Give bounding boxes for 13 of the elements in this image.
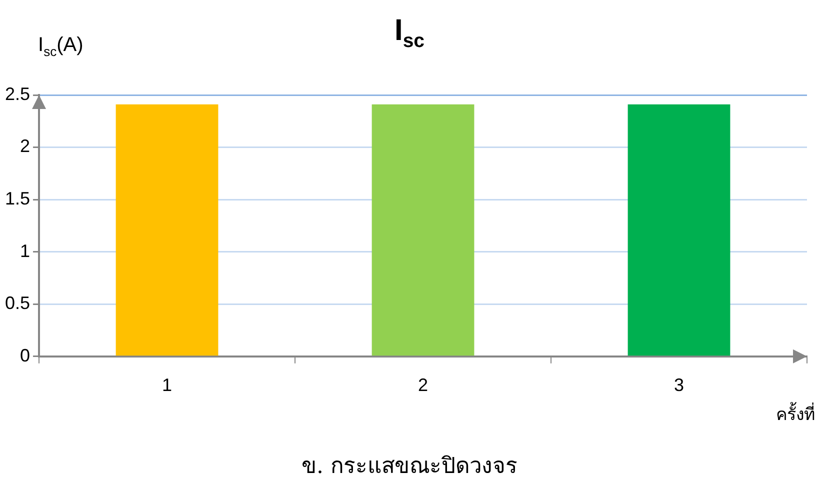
y-tick-label: 1: [20, 240, 30, 261]
x-tick-label: 3: [674, 375, 684, 396]
chart-title: I$_{sc}$: [394, 14, 425, 52]
y-tick-label: 2.5: [4, 84, 30, 104]
x-axis-title: ครั้งที่: [776, 401, 815, 427]
y-tick-label: 2: [20, 136, 30, 156]
x-tick-label: 2: [418, 375, 428, 396]
x-tick-label: 1: [162, 375, 172, 396]
y-tick-label: 0: [20, 345, 30, 366]
y-axis-title: I$_{sc}$(A): [38, 34, 84, 59]
text: ข. กระแสขณะปิดวงจร: [300, 453, 518, 481]
y-tick-label: 0.5: [4, 293, 30, 314]
y-tick-label: 1.5: [4, 188, 30, 209]
